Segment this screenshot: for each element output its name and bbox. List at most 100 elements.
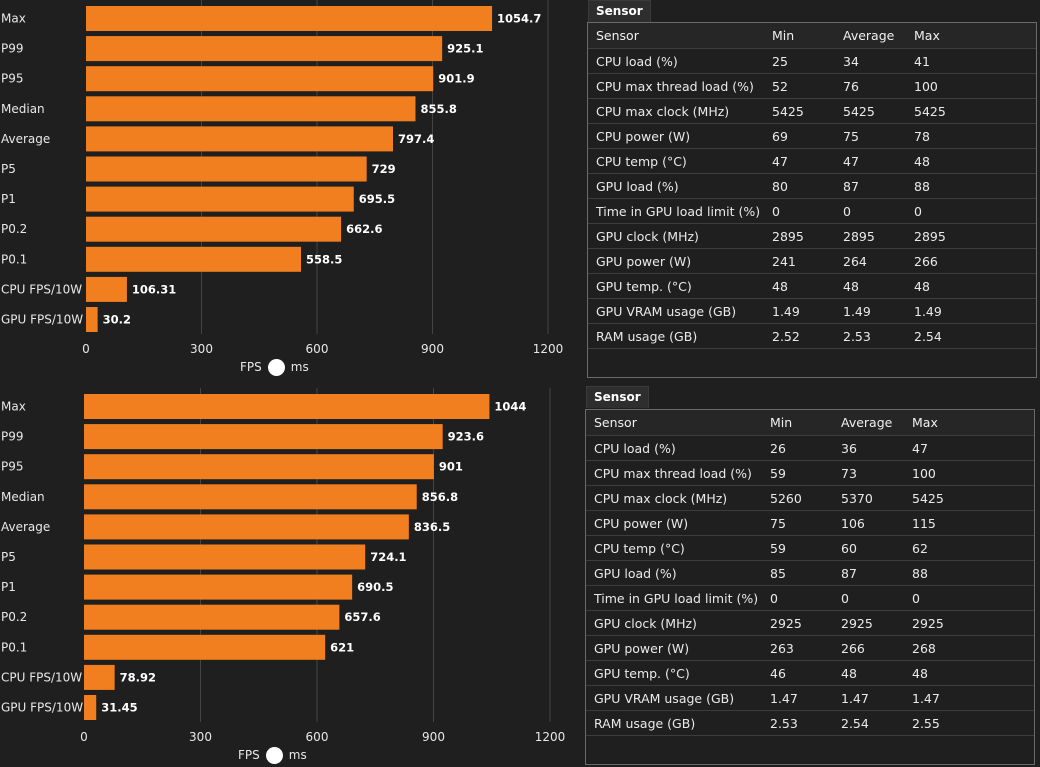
sensor-name: GPU clock (MHz) xyxy=(586,610,762,636)
bar-average xyxy=(86,126,393,152)
sensor-max: 48 xyxy=(904,660,1034,686)
sensor-average: 76 xyxy=(835,73,906,99)
table-row: RAM usage (GB) 2.53 2.54 2.55 xyxy=(586,710,1034,736)
sensor-name: Time in GPU load limit (%) xyxy=(586,585,762,611)
toggle-knob[interactable] xyxy=(267,359,285,376)
sensor-average: 48 xyxy=(835,273,906,299)
sensor-name: CPU temp (°C) xyxy=(588,148,764,174)
sensor-header-average: Average xyxy=(835,23,906,49)
sensor-max: 0 xyxy=(904,585,1034,611)
ms-toggle-label: ms xyxy=(290,360,309,374)
data-label: 621 xyxy=(330,640,354,654)
sensor-header-min: Min xyxy=(762,410,833,436)
bar-max xyxy=(84,394,490,419)
bar-p99 xyxy=(86,36,443,62)
sensor-min: 0 xyxy=(764,198,835,224)
sensor-name: CPU power (W) xyxy=(588,123,764,149)
category-label: P0.1 xyxy=(1,640,27,654)
data-label: 836.5 xyxy=(414,520,450,534)
sensor-average: 2925 xyxy=(833,610,904,636)
sensor-max: 62 xyxy=(904,535,1034,561)
sensor-name: Time in GPU load limit (%) xyxy=(588,198,764,224)
sensor-header-max: Max xyxy=(904,410,1034,436)
category-label: CPU FPS/10W xyxy=(1,282,82,296)
sensor-min: 59 xyxy=(762,460,833,486)
table-row: GPU VRAM usage (GB) 1.47 1.47 1.47 xyxy=(586,685,1034,711)
category-label: GPU FPS/10W xyxy=(1,701,83,715)
data-label: 1044 xyxy=(494,400,526,414)
data-label: 925.1 xyxy=(447,42,483,56)
sensor-min: 0 xyxy=(762,585,833,611)
data-label: 695.5 xyxy=(359,192,395,206)
sensor-min: 263 xyxy=(762,635,833,661)
table-row: CPU temp (°C) 59 60 62 xyxy=(586,535,1034,561)
x-tick-label: 1200 xyxy=(535,730,566,744)
sensor-average: 0 xyxy=(835,198,906,224)
bar-p99 xyxy=(84,424,443,450)
data-label: 856.8 xyxy=(422,490,458,504)
data-label: 662.6 xyxy=(346,222,382,236)
category-label: Median xyxy=(1,490,45,504)
data-label: 724.1 xyxy=(370,550,406,564)
fps-ms-toggle-top[interactable]: FPS ms xyxy=(240,359,309,376)
data-label: 558.5 xyxy=(306,252,342,266)
bar-p5 xyxy=(86,156,367,182)
sensor-header-row: Sensor Min Average Max xyxy=(586,410,1034,436)
sensor-min: 5425 xyxy=(764,98,835,124)
category-label: Max xyxy=(1,400,26,414)
sensor-average: 36 xyxy=(833,435,904,461)
fps-ms-toggle-bottom[interactable]: FPS ms xyxy=(238,747,307,764)
sensor-max: 41 xyxy=(906,48,1036,74)
category-label: CPU FPS/10W xyxy=(1,670,82,684)
table-row: GPU VRAM usage (GB) 1.49 1.49 1.49 xyxy=(588,298,1036,324)
sensor-name: CPU power (W) xyxy=(586,510,762,536)
table-row: GPU temp. (°C) 48 48 48 xyxy=(588,273,1036,299)
category-label: P0.2 xyxy=(1,222,27,236)
sensor-name: CPU max thread load (%) xyxy=(588,73,764,99)
table-row: CPU temp (°C) 47 47 48 xyxy=(588,148,1036,174)
sensor-name: GPU VRAM usage (GB) xyxy=(586,685,762,711)
sensor-min: 59 xyxy=(762,535,833,561)
data-label: 690.5 xyxy=(357,580,393,594)
table-row: Time in GPU load limit (%) 0 0 0 xyxy=(586,585,1034,611)
sensor-panel-tab[interactable]: Sensor data xyxy=(588,0,651,39)
data-label: 30.2 xyxy=(103,313,131,327)
sensor-table: Sensor Min Average Max CPU load (%) 26 36 47 CPU… xyxy=(586,410,1034,736)
sensor-header-min: Min xyxy=(764,23,835,49)
sensor-name: GPU power (W) xyxy=(586,635,762,661)
sensor-name: CPU temp (°C) xyxy=(586,535,762,561)
category-label: Median xyxy=(1,102,45,116)
sensor-panel-tab[interactable]: Sensor data xyxy=(586,386,649,425)
sensor-average: 60 xyxy=(833,535,904,561)
sensor-max: 115 xyxy=(904,510,1034,536)
bar-p1 xyxy=(86,186,354,212)
category-label: P95 xyxy=(1,72,24,86)
sensor-name: CPU max clock (MHz) xyxy=(586,485,762,511)
sensor-name: RAM usage (GB) xyxy=(588,323,764,349)
table-row: CPU max thread load (%) 59 73 100 xyxy=(586,460,1034,486)
data-label: 901 xyxy=(439,460,463,474)
sensor-max: 268 xyxy=(904,635,1034,661)
sensor-header-max: Max xyxy=(906,23,1036,49)
x-tick-label: 0 xyxy=(80,730,88,744)
toggle-knob[interactable] xyxy=(265,747,283,764)
fps-toggle-label: FPS xyxy=(240,360,262,374)
sensor-max: 47 xyxy=(904,435,1034,461)
sensor-min: 2.53 xyxy=(762,710,833,736)
sensor-average: 87 xyxy=(835,173,906,199)
sensor-max: 48 xyxy=(906,273,1036,299)
sensor-max: 2895 xyxy=(906,223,1036,249)
sensor-max: 100 xyxy=(904,460,1034,486)
bar-p95 xyxy=(84,454,434,480)
table-row: GPU clock (MHz) 2925 2925 2925 xyxy=(586,610,1034,636)
category-label: P99 xyxy=(1,430,24,444)
sensor-name: GPU load (%) xyxy=(588,173,764,199)
sensor-header-sensor: Sensor xyxy=(586,410,762,436)
x-tick-label: 300 xyxy=(189,730,212,744)
data-label: 78.92 xyxy=(120,670,156,684)
data-label: 797.4 xyxy=(398,132,434,146)
x-tick-label: 900 xyxy=(422,730,445,744)
table-row: GPU power (W) 263 266 268 xyxy=(586,635,1034,661)
sensor-header-sensor: Sensor xyxy=(588,23,764,49)
bar-p0-1 xyxy=(84,634,326,660)
